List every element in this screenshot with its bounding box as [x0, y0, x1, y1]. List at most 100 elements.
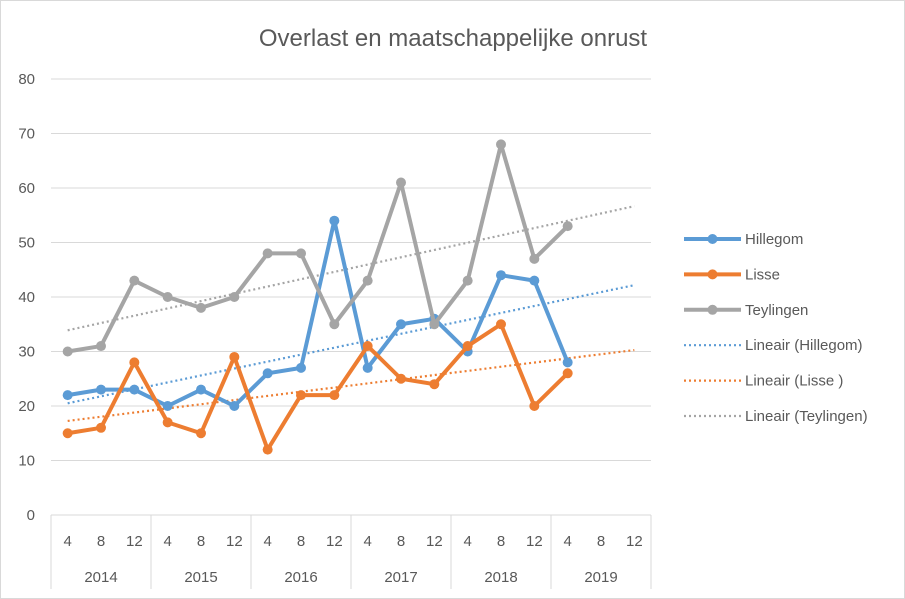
x-group-label: 2016: [284, 569, 317, 586]
chart-title: Overlast en maatschappelijke onrust: [259, 25, 648, 52]
data-point-hillegom: [262, 368, 273, 379]
legend-item: Lineair (Hillegom): [684, 337, 863, 354]
x-group-label: 2018: [484, 569, 517, 586]
series-line-hillegom: [65, 218, 570, 408]
x-tick-label: 4: [263, 533, 271, 550]
data-point-teylingen: [196, 302, 206, 313]
data-point-hillegom: [229, 401, 240, 411]
series-hillegom: [62, 215, 573, 411]
data-point-lisse: [229, 351, 240, 362]
data-point-teylingen: [496, 139, 506, 150]
legend-item: Teylingen: [684, 302, 808, 319]
x-tick-label: 8: [497, 533, 505, 550]
legend-marker: [707, 304, 718, 315]
data-point-teylingen: [296, 248, 306, 259]
legend-label: Lineair (Teylingen): [745, 408, 868, 425]
y-tick-label: 20: [18, 398, 35, 415]
data-point-lisse: [262, 444, 273, 455]
data-point-teylingen: [62, 346, 73, 357]
x-tick-label: 8: [297, 533, 305, 550]
x-tick-label: 12: [226, 533, 243, 550]
data-point-hillegom: [96, 384, 106, 395]
data-point-hillegom: [329, 215, 340, 226]
data-point-teylingen: [96, 341, 106, 352]
data-point-lisse: [129, 357, 140, 368]
x-tick-label: 4: [363, 533, 371, 550]
legend-item: Hillegom: [684, 231, 803, 248]
data-point-hillegom: [496, 270, 506, 281]
x-group-label: 2019: [584, 569, 617, 586]
y-tick-label: 50: [18, 235, 35, 252]
data-point-teylingen: [429, 319, 440, 330]
x-tick-label: 12: [426, 533, 443, 550]
x-tick-label: 8: [397, 533, 405, 550]
y-tick-label: 30: [18, 344, 35, 361]
data-point-lisse: [462, 341, 473, 352]
x-tick-label: 4: [563, 533, 571, 550]
legend-item: Lineair (Teylingen): [684, 408, 868, 425]
data-point-hillegom: [129, 384, 140, 395]
x-group-label: 2014: [84, 569, 117, 586]
x-tick-label: 4: [463, 533, 471, 550]
data-point-hillegom: [296, 362, 306, 373]
y-tick-label: 10: [18, 453, 35, 470]
data-point-lisse: [496, 319, 506, 330]
y-tick-label: 40: [18, 289, 35, 306]
legend-marker: [707, 269, 718, 280]
y-tick-label: 0: [27, 507, 35, 524]
data-point-hillegom: [529, 275, 540, 286]
x-tick-label: 8: [97, 533, 105, 550]
legend-marker: [707, 234, 718, 244]
data-point-hillegom: [362, 362, 373, 373]
legend-label: Lisse: [745, 266, 780, 283]
x-tick-label: 4: [63, 533, 71, 550]
data-point-teylingen: [529, 253, 540, 264]
series-line-teylingen: [65, 142, 570, 354]
series-lines: [62, 139, 573, 455]
x-tick-label: 12: [526, 533, 543, 550]
x-group-label: 2015: [184, 569, 217, 586]
x-tick-label: 12: [326, 533, 343, 550]
data-point-teylingen: [129, 275, 140, 286]
data-point-teylingen: [162, 292, 173, 302]
x-group-label: 2017: [384, 569, 417, 586]
trendline-hillegom: [67, 284, 635, 405]
data-point-lisse: [329, 390, 340, 401]
x-tick-label: 12: [126, 533, 143, 550]
series-teylingen: [62, 139, 573, 357]
data-point-teylingen: [462, 275, 473, 286]
y-tick-label: 70: [18, 126, 35, 143]
legend: Hillegom Lisse Teylingen Lineair (Hillegom)…: [684, 231, 868, 425]
legend-label: Hillegom: [745, 231, 803, 248]
x-tick-label: 4: [163, 533, 171, 550]
data-point-lisse: [529, 401, 540, 411]
x-tick-label: 8: [197, 533, 205, 550]
y-tick-label: 60: [18, 180, 35, 197]
legend-item: Lineair (Lisse ): [684, 373, 843, 390]
data-point-lisse: [196, 428, 206, 439]
legend-label: Lineair (Hillegom): [745, 337, 863, 354]
data-point-lisse: [62, 428, 73, 439]
legend-item: Lisse: [684, 266, 780, 283]
data-point-lisse: [429, 379, 440, 390]
data-point-teylingen: [362, 275, 373, 286]
data-point-hillegom: [562, 357, 573, 368]
data-point-lisse: [296, 390, 306, 401]
data-point-hillegom: [162, 401, 173, 411]
data-point-lisse: [362, 341, 373, 352]
data-point-hillegom: [62, 390, 73, 401]
y-tick-label: 80: [18, 71, 35, 88]
data-point-hillegom: [196, 384, 206, 395]
data-point-teylingen: [562, 221, 573, 232]
series-lisse: [62, 319, 573, 455]
x-tick-label: 12: [626, 533, 643, 550]
data-point-lisse: [162, 417, 173, 428]
series-line-lisse: [65, 322, 570, 452]
legend-label: Teylingen: [745, 302, 808, 319]
data-point-teylingen: [262, 248, 273, 259]
trendline-teylingen: [67, 205, 635, 332]
data-point-lisse: [96, 422, 106, 433]
legend-label: Lineair (Lisse ): [745, 373, 843, 390]
